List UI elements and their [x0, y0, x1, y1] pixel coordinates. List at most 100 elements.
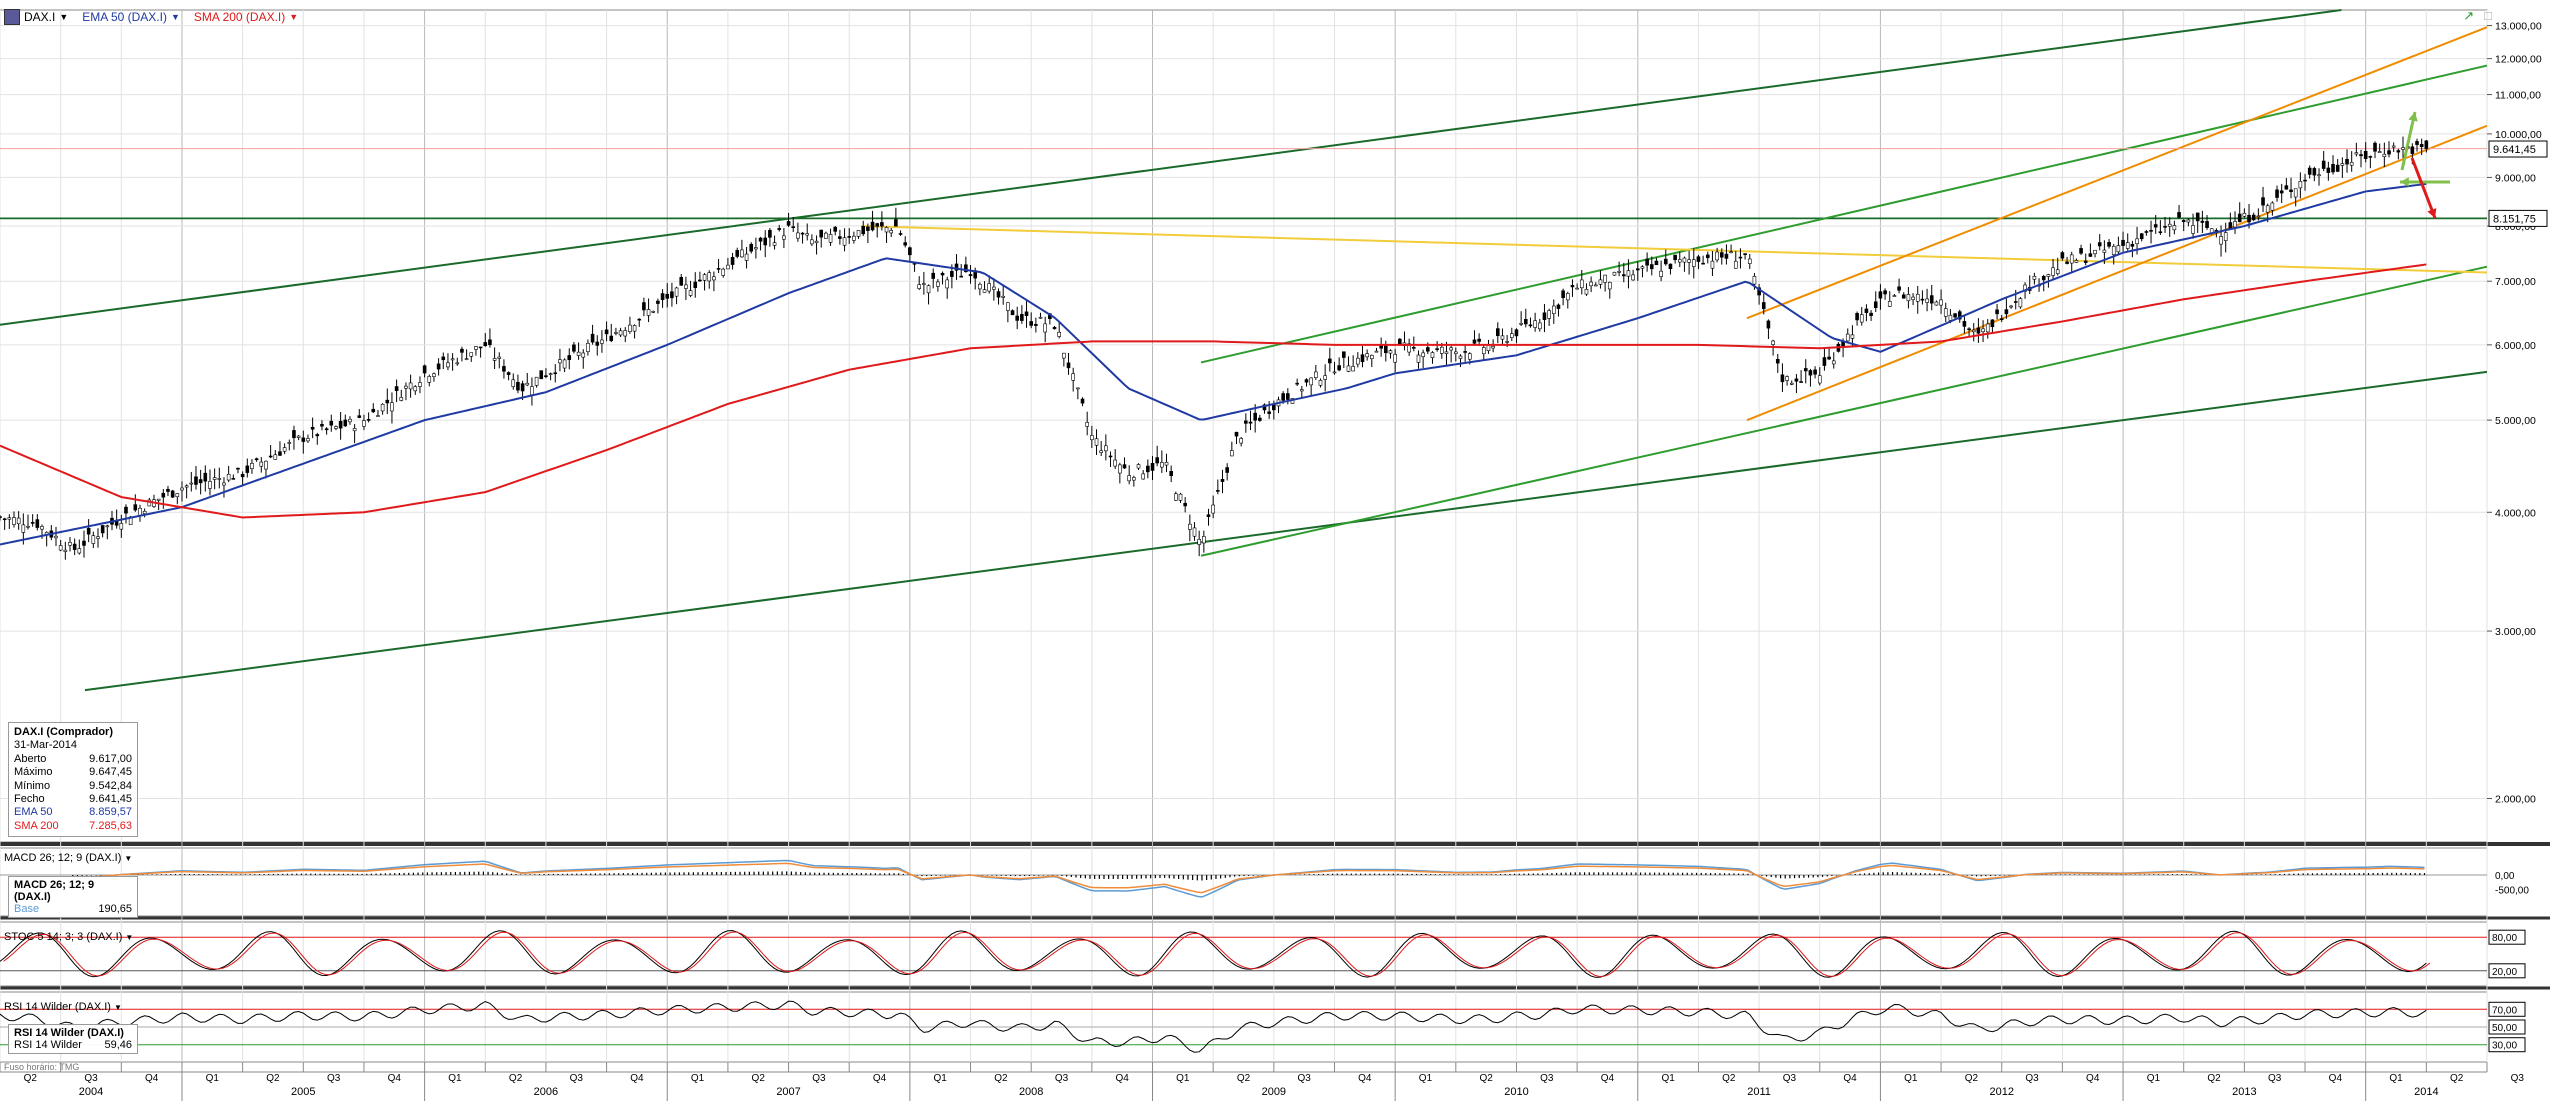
bar-body	[1491, 345, 1495, 349]
bar-body	[1976, 327, 1981, 334]
bar-body	[1990, 319, 1995, 328]
bar-body	[1915, 293, 1920, 302]
bar-body	[2144, 231, 2149, 233]
channel-orange-lower	[1746, 124, 2488, 422]
bar-body	[833, 226, 838, 232]
panel-border	[0, 9, 2488, 843]
bar-body	[824, 232, 828, 239]
bar-body	[2158, 231, 2163, 234]
quarter-label: Q1	[1661, 1073, 1675, 1084]
bar-body	[1985, 323, 1990, 333]
bar-body	[63, 549, 68, 552]
quarter-label: Q4	[2329, 1073, 2343, 1084]
bar-body	[170, 490, 175, 498]
channel-orange-upper	[1746, 26, 2488, 320]
bar-body	[749, 244, 754, 252]
bar-body	[100, 525, 105, 534]
bar-body	[2242, 212, 2247, 217]
bar-body	[124, 506, 128, 514]
bar-body	[306, 438, 310, 442]
quarter-label: Q4	[1843, 1073, 1857, 1084]
bar-body	[2181, 220, 2186, 223]
macd-header[interactable]: MACD 26; 12; 9 (DAX.I) ▼	[4, 852, 132, 864]
bar-body	[26, 525, 30, 528]
drawing-trend-icon[interactable]: ↗	[2463, 8, 2475, 23]
bar-body	[1164, 461, 1169, 466]
bar-body	[1920, 298, 1925, 301]
bar-body	[1696, 256, 1701, 262]
bar-body	[632, 325, 637, 332]
bar-body	[180, 487, 184, 491]
bar-body	[2415, 141, 2419, 145]
price-tick-label: 10.000,00	[2495, 129, 2542, 141]
bar-body	[926, 285, 931, 294]
stoc-header[interactable]: STOC 5 14; 3; 3 (DAX.I) ▼	[4, 931, 133, 943]
bar-body	[852, 235, 856, 241]
bar-body	[380, 403, 385, 412]
bar-body	[1010, 310, 1015, 316]
bar-body	[623, 330, 628, 337]
bar-body	[2261, 197, 2265, 206]
bar-body	[828, 234, 833, 243]
bar-body	[800, 232, 805, 235]
bar-body	[861, 225, 866, 235]
bar-body	[707, 272, 712, 282]
bar-body	[996, 291, 1001, 298]
quarter-label: Q3	[84, 1073, 98, 1084]
bar-body	[791, 226, 796, 229]
bar-body	[1855, 313, 1859, 321]
bar-body	[1654, 260, 1659, 266]
stoc-tick-box	[2488, 929, 2526, 945]
bar-body	[119, 523, 124, 530]
ema-label: EMA 50 (DAX.I)	[82, 10, 167, 24]
arrow-left-icon-head	[2400, 177, 2409, 187]
bar-body	[1337, 365, 1341, 371]
bar-body	[12, 517, 16, 525]
rsi-header[interactable]: RSI 14 Wilder (DAX.I) ▼	[4, 1001, 122, 1013]
maximize-icon[interactable]: □	[2484, 8, 2492, 23]
bar-body	[805, 233, 810, 236]
sma-selector[interactable]: SMA 200 (DAX.I) ▼	[194, 10, 298, 24]
bar-body	[413, 386, 418, 392]
chart-controls: ↗ □	[2463, 8, 2492, 24]
quarter-label: Q2	[266, 1073, 280, 1084]
bar-body	[1668, 263, 1673, 270]
symbol-selector[interactable]: DAX.I ▼	[4, 9, 68, 25]
rsi-box-value: 59,46	[104, 1039, 132, 1051]
bar-body	[1911, 296, 1915, 300]
bar-body	[716, 268, 721, 270]
quarter-label: Q3	[2511, 1073, 2525, 1084]
bar-body	[1015, 315, 1019, 321]
bar-body	[371, 408, 376, 413]
resistance-line	[861, 225, 2488, 274]
bar-body	[1999, 318, 2004, 320]
bar-body	[1370, 354, 1374, 359]
bar-body	[7, 517, 12, 520]
bar-body	[1122, 464, 1127, 469]
bar-body	[894, 219, 898, 227]
bar-body	[310, 426, 315, 430]
bar-body	[455, 362, 460, 365]
macd-box-label: Base	[14, 903, 40, 915]
bar-body	[763, 237, 768, 246]
bar-body	[1388, 350, 1393, 354]
bar-body	[1482, 347, 1486, 355]
bar-body	[2289, 189, 2293, 192]
bar-body	[0, 516, 2, 518]
bar-body	[1715, 251, 1719, 261]
quarter-label: Q2	[1237, 1073, 1251, 1084]
bar-body	[1598, 279, 1603, 285]
stoc-tick-label: 80,00	[2492, 933, 2517, 944]
bar-body	[1747, 258, 1752, 264]
macd-tick-label: -500,00	[2495, 885, 2529, 896]
bar-body	[814, 240, 819, 243]
infobox-row: Fecho 9.641,45	[14, 793, 132, 806]
ema-selector[interactable]: EMA 50 (DAX.I) ▼	[82, 10, 180, 24]
infobox-row-value: 8.859,57	[89, 806, 132, 819]
bar-body	[917, 284, 922, 289]
chevron-down-icon: ▼	[289, 12, 299, 22]
bar-body	[2116, 245, 2121, 253]
bar-body	[446, 362, 450, 368]
